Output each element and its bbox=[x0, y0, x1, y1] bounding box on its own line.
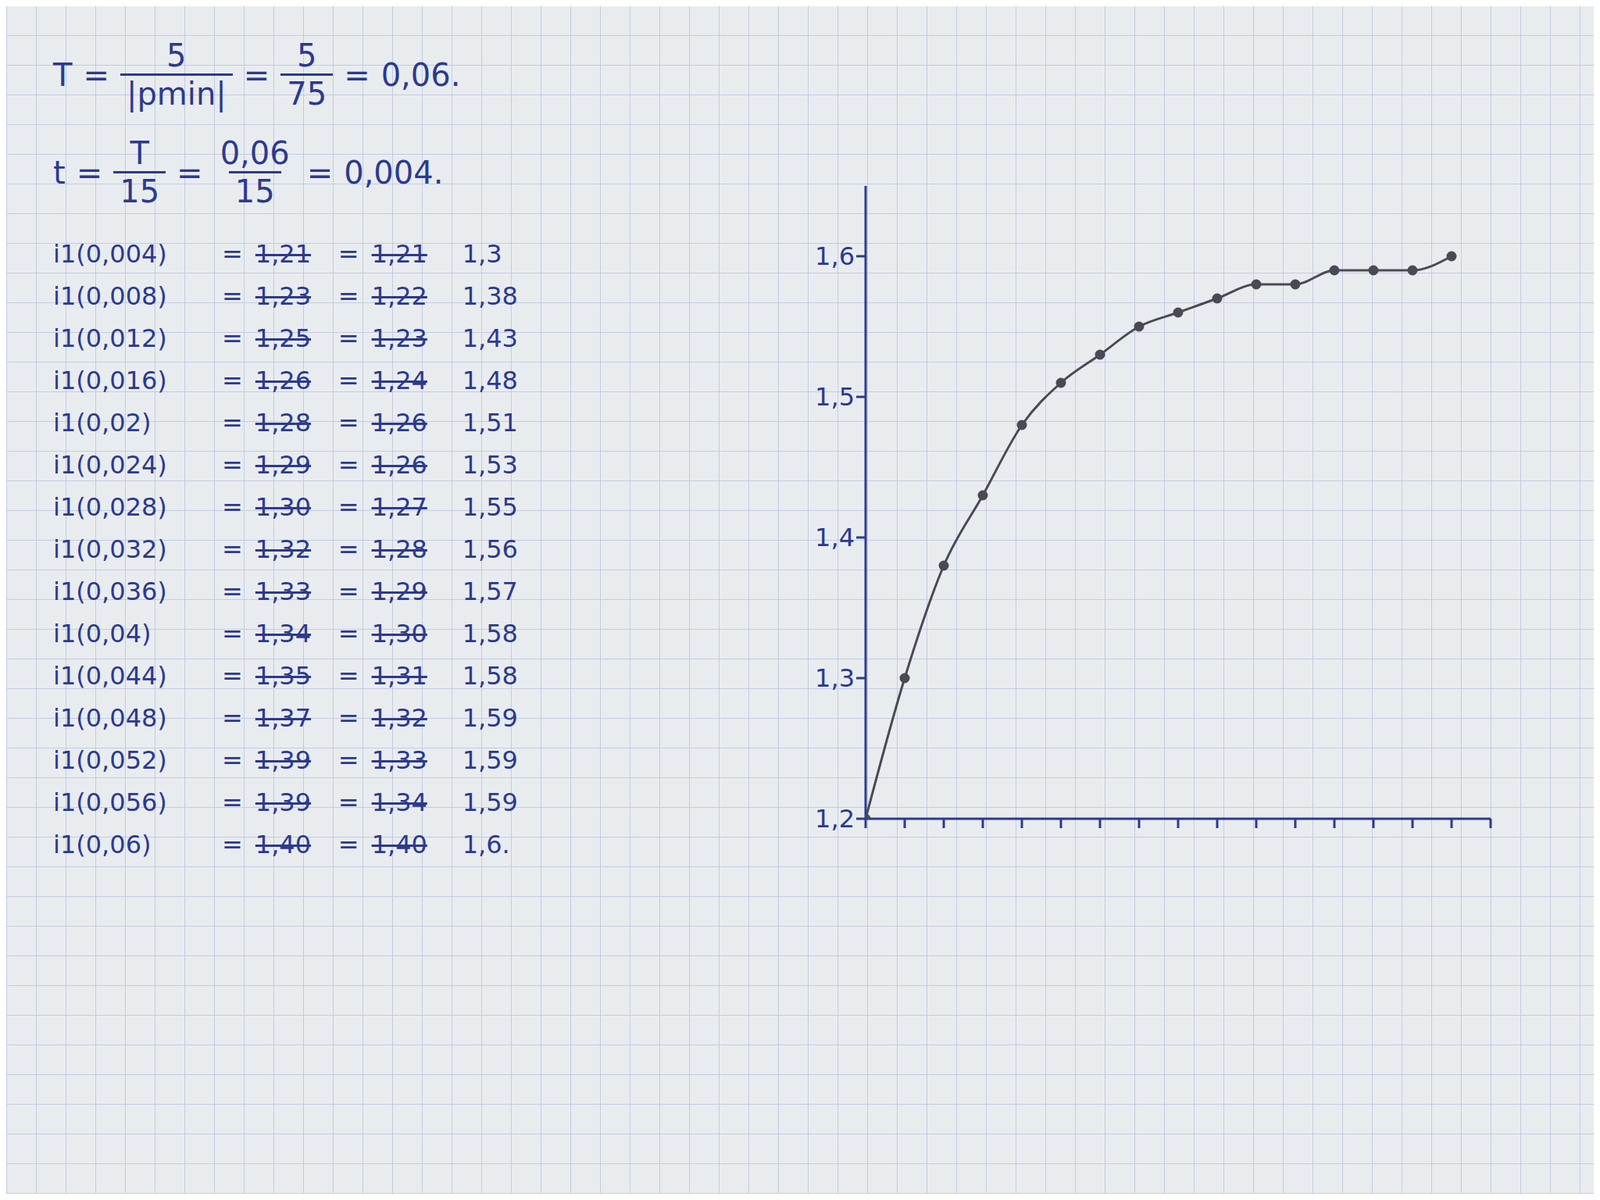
html-text:1,21: 1,21 bbox=[371, 239, 428, 269]
html-text:5: 5 bbox=[296, 37, 317, 74]
html-text:1,48: 1,48 bbox=[462, 365, 518, 396]
html-text:1,59: 1,59 bbox=[462, 703, 518, 733]
html-text:i1(0,056): i1(0,056) bbox=[53, 787, 168, 818]
html-text:1,38: 1,38 bbox=[462, 281, 518, 311]
html-text:1,56: 1,56 bbox=[462, 534, 518, 565]
html-text:1,59: 1,59 bbox=[462, 787, 518, 818]
html-text:1,31: 1,31 bbox=[371, 660, 428, 691]
html-text:1,33: 1,33 bbox=[371, 745, 428, 775]
html-text:1,34: 1,34 bbox=[255, 618, 312, 649]
html-text:i1(0,044): i1(0,044) bbox=[53, 660, 168, 691]
html-text:1,24: 1,24 bbox=[371, 365, 428, 396]
html-text:1,37: 1,37 bbox=[255, 703, 312, 733]
html-text:i1(0,048): i1(0,048) bbox=[53, 703, 168, 733]
svg-text:1,6: 1,6 bbox=[814, 241, 855, 272]
html-text:1,23: 1,23 bbox=[255, 281, 312, 311]
html-text:1,29: 1,29 bbox=[255, 450, 312, 480]
html-text:i1(0,04): i1(0,04) bbox=[53, 618, 152, 649]
html-text:1,26: 1,26 bbox=[371, 450, 428, 480]
html-text:1,39: 1,39 bbox=[255, 745, 312, 775]
html-text:1,40: 1,40 bbox=[255, 829, 312, 860]
html-text:1,6.: 1,6. bbox=[462, 829, 510, 860]
html-text:i1(0,004): i1(0,004) bbox=[53, 239, 168, 269]
html-text:1,25: 1,25 bbox=[255, 323, 312, 354]
html-text:1,23: 1,23 bbox=[371, 323, 428, 354]
html-text:1,43: 1,43 bbox=[462, 323, 518, 354]
html-text:= 0,06.: = 0,06. bbox=[343, 56, 461, 93]
html-text:i1(0,02): i1(0,02) bbox=[53, 407, 152, 438]
html-text:1,53: 1,53 bbox=[462, 450, 518, 480]
html-text:0,06: 0,06 bbox=[220, 135, 290, 172]
html-text:1,58: 1,58 bbox=[462, 660, 518, 691]
html-text:1,29: 1,29 bbox=[371, 576, 428, 607]
html-text:1,39: 1,39 bbox=[255, 787, 312, 818]
html-text:i1(0,052): i1(0,052) bbox=[53, 745, 168, 775]
html-text:75: 75 bbox=[286, 75, 327, 112]
html-text:1,27: 1,27 bbox=[371, 492, 428, 522]
html-text:15: 15 bbox=[234, 173, 275, 210]
html-text:i1(0,024): i1(0,024) bbox=[53, 450, 168, 480]
html-text:i1(0,016): i1(0,016) bbox=[53, 365, 168, 396]
html-text:1,58: 1,58 bbox=[462, 618, 518, 649]
html-text:1,30: 1,30 bbox=[255, 492, 312, 522]
html-text:1,32: 1,32 bbox=[255, 534, 312, 565]
svg-text:1,5: 1,5 bbox=[814, 382, 855, 412]
html-text:|pmin|: |pmin| bbox=[126, 75, 227, 112]
html-text:1,33: 1,33 bbox=[255, 576, 312, 607]
html-text:= 0,004.: = 0,004. bbox=[306, 154, 444, 191]
html-text:1,22: 1,22 bbox=[371, 281, 428, 311]
html-text:1,34: 1,34 bbox=[371, 787, 428, 818]
html-text:1,3: 1,3 bbox=[462, 239, 502, 269]
html-text:1,51: 1,51 bbox=[462, 407, 518, 438]
html-text:1,59: 1,59 bbox=[462, 745, 518, 775]
html-text:15: 15 bbox=[119, 173, 160, 210]
html-text:i1(0,06): i1(0,06) bbox=[53, 829, 152, 860]
html-text:1,28: 1,28 bbox=[371, 534, 428, 565]
html-text:1,32: 1,32 bbox=[371, 703, 428, 733]
html-text:i1(0,036): i1(0,036) bbox=[53, 576, 168, 607]
svg-text:1,3: 1,3 bbox=[814, 663, 855, 693]
html-text:1,26: 1,26 bbox=[371, 407, 428, 438]
svg-text:1,2: 1,2 bbox=[814, 803, 855, 834]
html-text:i1(0,008): i1(0,008) bbox=[53, 281, 168, 311]
html-text:T =: T = bbox=[53, 56, 110, 93]
html-text:T: T bbox=[130, 135, 150, 172]
html-text:1,55: 1,55 bbox=[462, 492, 518, 522]
html-text:t =: t = bbox=[53, 154, 103, 191]
html-text:i1(0,028): i1(0,028) bbox=[53, 492, 168, 522]
html-text:i1(0,032): i1(0,032) bbox=[53, 534, 168, 565]
html-text:1,40: 1,40 bbox=[371, 829, 428, 860]
html-text:1,35: 1,35 bbox=[255, 660, 312, 691]
html-text:1,57: 1,57 bbox=[462, 576, 518, 607]
svg-text:1,4: 1,4 bbox=[814, 522, 855, 553]
html-text:i1(0,012): i1(0,012) bbox=[53, 323, 168, 354]
html-text:1,30: 1,30 bbox=[371, 618, 428, 649]
html-text:5: 5 bbox=[166, 37, 187, 74]
html-text:1,28: 1,28 bbox=[255, 407, 312, 438]
html-text:1,26: 1,26 bbox=[255, 365, 312, 396]
html-text:1,21: 1,21 bbox=[255, 239, 312, 269]
